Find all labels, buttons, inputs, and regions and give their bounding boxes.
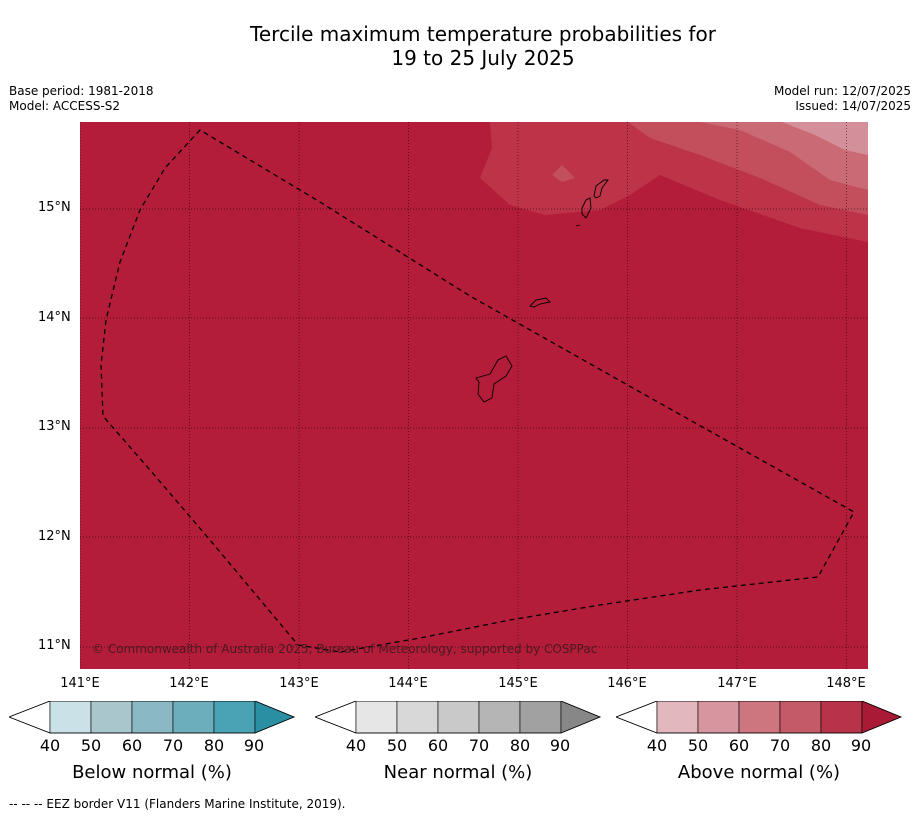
probability-map: © Commonwealth of Australia 2025, Bureau… bbox=[80, 122, 868, 669]
eez-legend-footer: -- -- -- EEZ border V11 (Flanders Marine… bbox=[9, 797, 346, 811]
below-tick-40: 40 bbox=[39, 736, 61, 755]
colorbar-near-swatches bbox=[313, 700, 602, 734]
near-seg-3 bbox=[437, 700, 480, 734]
lon-label-147: 147°E bbox=[717, 676, 757, 691]
below-seg-0 bbox=[8, 700, 51, 734]
lat-label-12: 12°N bbox=[38, 529, 71, 544]
title-line-2: 19 to 25 July 2025 bbox=[391, 46, 575, 70]
below-normal-title: Below normal (%) bbox=[72, 762, 232, 783]
lon-label-145: 145°E bbox=[498, 676, 538, 691]
below-seg-5 bbox=[213, 700, 256, 734]
above-seg-0 bbox=[615, 700, 658, 734]
lat-label-15: 15°N bbox=[38, 200, 71, 215]
above-tick-80: 80 bbox=[810, 736, 832, 755]
lon-label-143: 143°E bbox=[279, 676, 319, 691]
issued-date: Issued: 14/07/2025 bbox=[795, 99, 911, 113]
tinian-island bbox=[581, 197, 592, 219]
title-line-1: Tercile maximum temperature probabilitie… bbox=[250, 22, 716, 46]
above-seg-6 bbox=[861, 700, 902, 734]
below-tick-70: 70 bbox=[162, 736, 184, 755]
colorbar-below bbox=[7, 700, 297, 739]
above-seg-4 bbox=[779, 700, 822, 734]
shade-patch bbox=[552, 165, 575, 182]
near-tick-90: 90 bbox=[549, 736, 571, 755]
near-tick-70: 70 bbox=[468, 736, 490, 755]
above-seg-1 bbox=[656, 700, 699, 734]
model-run: Model run: 12/07/2025 bbox=[773, 84, 911, 98]
aguijan-island bbox=[575, 224, 581, 227]
above-tick-40: 40 bbox=[646, 736, 668, 755]
guam-island bbox=[475, 355, 513, 403]
saipan-island bbox=[593, 179, 609, 199]
near-tick-40: 40 bbox=[345, 736, 367, 755]
near-seg-1 bbox=[355, 700, 398, 734]
near-seg-5 bbox=[519, 700, 562, 734]
colorbar-above bbox=[614, 700, 904, 739]
below-seg-1 bbox=[49, 700, 92, 734]
lat-label-14: 14°N bbox=[38, 310, 71, 325]
colorbar-above-swatches bbox=[614, 700, 903, 734]
above-tick-60: 60 bbox=[728, 736, 750, 755]
near-seg-4 bbox=[478, 700, 521, 734]
below-tick-60: 60 bbox=[121, 736, 143, 755]
near-seg-0 bbox=[314, 700, 357, 734]
near-outline bbox=[313, 700, 602, 734]
below-seg-3 bbox=[131, 700, 174, 734]
above-seg-2 bbox=[697, 700, 740, 734]
above-tick-50: 50 bbox=[687, 736, 709, 755]
lon-label-146: 146°E bbox=[607, 676, 647, 691]
near-tick-60: 60 bbox=[427, 736, 449, 755]
base-period: Base period: 1981-2018 bbox=[9, 84, 154, 98]
meta-right: Model run: 12/07/2025 Issued: 14/07/2025 bbox=[774, 84, 911, 114]
above-outline bbox=[614, 700, 903, 734]
colorbar-below-swatches bbox=[7, 700, 296, 734]
near-seg-2 bbox=[396, 700, 439, 734]
above-seg-5 bbox=[820, 700, 863, 734]
above-normal-title: Above normal (%) bbox=[677, 762, 841, 783]
rota-island bbox=[529, 297, 551, 308]
model-name: Model: ACCESS-S2 bbox=[9, 99, 121, 113]
meta-left: Base period: 1981-2018 Model: ACCESS-S2 bbox=[9, 84, 154, 114]
above-tick-90: 90 bbox=[850, 736, 872, 755]
above-tick-70: 70 bbox=[769, 736, 791, 755]
near-seg-6 bbox=[560, 700, 601, 734]
chart-title: Tercile maximum temperature probabilitie… bbox=[0, 22, 919, 70]
below-seg-4 bbox=[172, 700, 215, 734]
below-tick-80: 80 bbox=[203, 736, 225, 755]
lat-label-13: 13°N bbox=[38, 419, 71, 434]
near-tick-80: 80 bbox=[509, 736, 531, 755]
copyright-text: © Commonwealth of Australia 2025, Bureau… bbox=[92, 642, 597, 656]
near-tick-50: 50 bbox=[386, 736, 408, 755]
lon-label-148: 148°E bbox=[826, 676, 866, 691]
below-tick-90: 90 bbox=[243, 736, 265, 755]
lon-label-142: 142°E bbox=[169, 676, 209, 691]
below-tick-50: 50 bbox=[80, 736, 102, 755]
colorbar-near bbox=[313, 700, 603, 739]
below-outline bbox=[7, 700, 296, 734]
lat-label-11: 11°N bbox=[38, 638, 71, 653]
below-seg-6 bbox=[254, 700, 295, 734]
lon-label-144: 144°E bbox=[388, 676, 428, 691]
above-seg-3 bbox=[738, 700, 781, 734]
lon-label-141: 141°E bbox=[60, 676, 100, 691]
eez-border bbox=[100, 129, 855, 653]
near-normal-title: Near normal (%) bbox=[383, 762, 533, 783]
below-seg-2 bbox=[90, 700, 133, 734]
